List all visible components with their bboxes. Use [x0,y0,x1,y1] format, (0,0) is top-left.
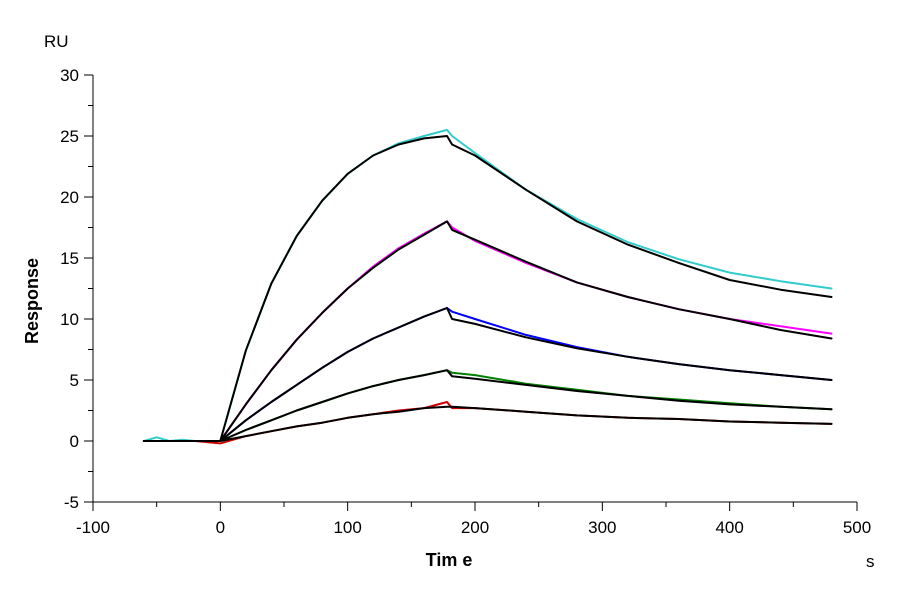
y-tick-label: 25 [60,127,79,146]
y-axis-unit-label: RU [44,32,69,51]
y-tick-label: 10 [60,310,79,329]
labels-layer: RU s Tim e Response [22,32,875,571]
y-tick-label: 15 [60,249,79,268]
x-tick-label: 400 [715,518,743,537]
y-tick-label: 0 [70,432,79,451]
series-line-cyan [142,128,833,442]
y-tick-label: -5 [64,493,79,512]
y-tick-label: 20 [60,188,79,207]
y-axis-title: Response [22,258,42,344]
series-line-fit-1 [142,135,833,442]
series-line-fit-2 [142,220,833,442]
series-layer [142,128,833,445]
y-tick-label: 30 [60,66,79,85]
y-tick-label: 5 [70,371,79,390]
axes-layer: -5 0 5 10 15 20 25 30 -100 0 100 200 300 400 500 [60,66,871,537]
series-line-fit-5 [142,405,833,442]
x-tick-label: 500 [843,518,871,537]
series-line-fit-3 [142,307,833,442]
x-tick-label: -100 [76,518,110,537]
series-line-fit-4 [142,369,833,442]
x-axis-title: Tim e [426,550,473,570]
x-axis-unit-label: s [866,552,875,571]
x-tick-label: 0 [216,518,225,537]
x-tick-label: 300 [588,518,616,537]
x-tick-label: 200 [461,518,489,537]
x-tick-label: 100 [333,518,361,537]
